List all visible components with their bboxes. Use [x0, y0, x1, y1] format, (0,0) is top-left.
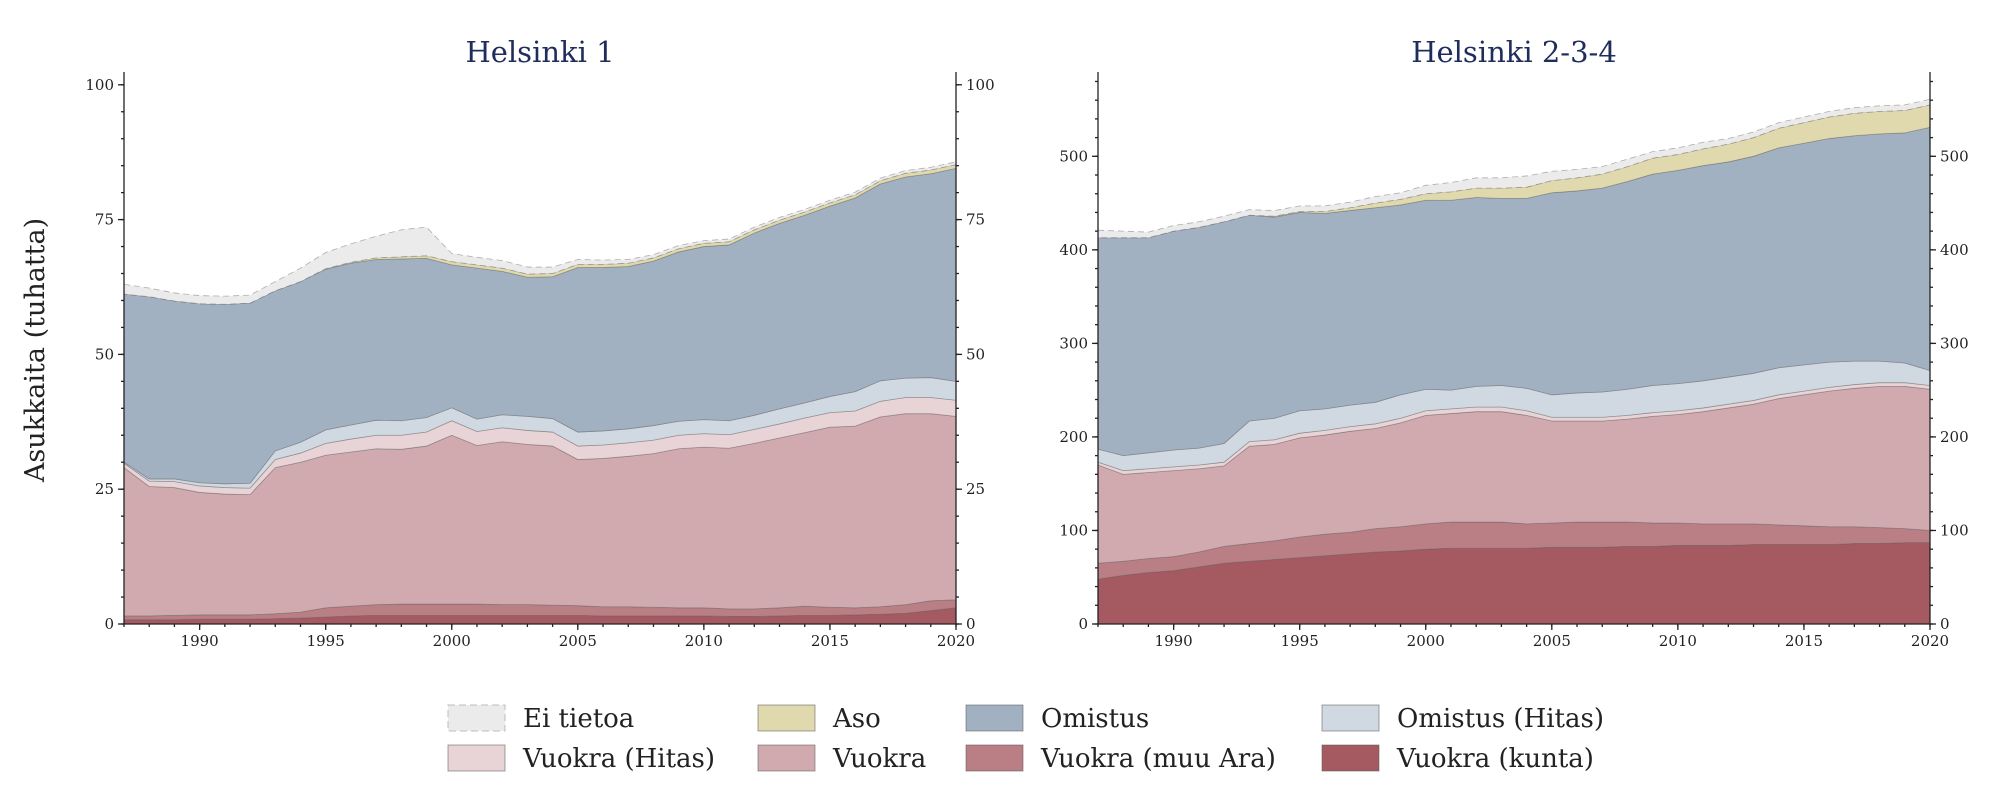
panel-title: Helsinki 2-3-4	[1411, 35, 1617, 69]
x-tick-label: 2005	[1533, 632, 1571, 650]
y-tick-label-right: 200	[1940, 428, 1969, 446]
x-tick-label: 2000	[1407, 632, 1445, 650]
y-tick-label-left: 0	[104, 615, 114, 633]
y-tick-label-left: 0	[1078, 615, 1088, 633]
x-tick-label: 2015	[811, 632, 849, 650]
x-tick-label: 2005	[559, 632, 597, 650]
legend-item-aso: Aso	[757, 704, 881, 734]
x-tick-label: 2010	[685, 632, 723, 650]
y-tick-label-right: 0	[1940, 615, 1950, 633]
legend-swatch	[757, 704, 816, 732]
legend-label: Vuokra	[832, 744, 926, 774]
y-tick-label-left: 25	[95, 480, 114, 498]
x-tick-label: 1995	[307, 632, 345, 650]
legend-swatch	[1321, 744, 1380, 772]
legend-swatch	[447, 744, 506, 772]
y-axis-label: Asukkaita (tuhatta)	[20, 218, 51, 483]
legend-item-omistus: Omistus	[965, 704, 1149, 734]
y-tick-label-left: 50	[95, 345, 114, 363]
legend-label: Vuokra (kunta)	[1396, 744, 1594, 774]
y-tick-label-right: 50	[966, 345, 985, 363]
panel-title: Helsinki 1	[465, 35, 614, 69]
x-tick-label: 2020	[937, 632, 975, 650]
y-tick-label-left: 75	[95, 211, 114, 229]
legend-label: Vuokra (muu Ara)	[1040, 744, 1276, 774]
x-tick-label: 2015	[1785, 632, 1823, 650]
y-tick-label-right: 300	[1940, 334, 1969, 352]
y-tick-label-right: 25	[966, 480, 985, 498]
x-tick-label: 1995	[1281, 632, 1319, 650]
x-tick-label: 2020	[1911, 632, 1949, 650]
legend-item-vuokra-hitas: Vuokra (Hitas)	[447, 744, 715, 774]
y-tick-label-left: 400	[1059, 241, 1088, 259]
legend-item-ei-tietoa: Ei tietoa	[447, 704, 634, 734]
legend-swatch	[965, 744, 1024, 772]
y-tick-label-right: 0	[966, 615, 976, 633]
legend-item-vuokra: Vuokra	[757, 744, 926, 774]
x-tick-label: 2000	[433, 632, 471, 650]
legend-swatch	[965, 704, 1024, 732]
y-tick-label-left: 200	[1059, 428, 1088, 446]
x-tick-label: 1990	[1155, 632, 1193, 650]
legend-swatch	[447, 704, 506, 732]
y-tick-label-right: 500	[1940, 147, 1969, 165]
legend-item-omistus-hitas: Omistus (Hitas)	[1321, 704, 1604, 734]
legend-label: Omistus	[1041, 704, 1149, 734]
legend-label: Aso	[832, 704, 881, 734]
y-tick-label-left: 100	[85, 76, 114, 94]
legend-label: Ei tietoa	[523, 704, 634, 734]
legend-item-vuokra-kunta: Vuokra (kunta)	[1321, 744, 1594, 774]
y-tick-label-right: 400	[1940, 241, 1969, 259]
y-tick-label-left: 100	[1059, 521, 1088, 539]
y-tick-label-right: 100	[1940, 521, 1969, 539]
legend-label: Vuokra (Hitas)	[522, 744, 715, 774]
x-tick-label: 1990	[181, 632, 219, 650]
y-tick-label-right: 75	[966, 211, 985, 229]
legend-swatch	[757, 744, 816, 772]
y-tick-label-left: 500	[1059, 147, 1088, 165]
y-tick-label-left: 300	[1059, 334, 1088, 352]
y-tick-label-right: 100	[966, 76, 995, 94]
legend-label: Omistus (Hitas)	[1397, 704, 1604, 734]
x-tick-label: 2010	[1659, 632, 1697, 650]
legend-swatch	[1321, 704, 1380, 732]
legend-item-vuokra-muu-ara: Vuokra (muu Ara)	[965, 744, 1276, 774]
